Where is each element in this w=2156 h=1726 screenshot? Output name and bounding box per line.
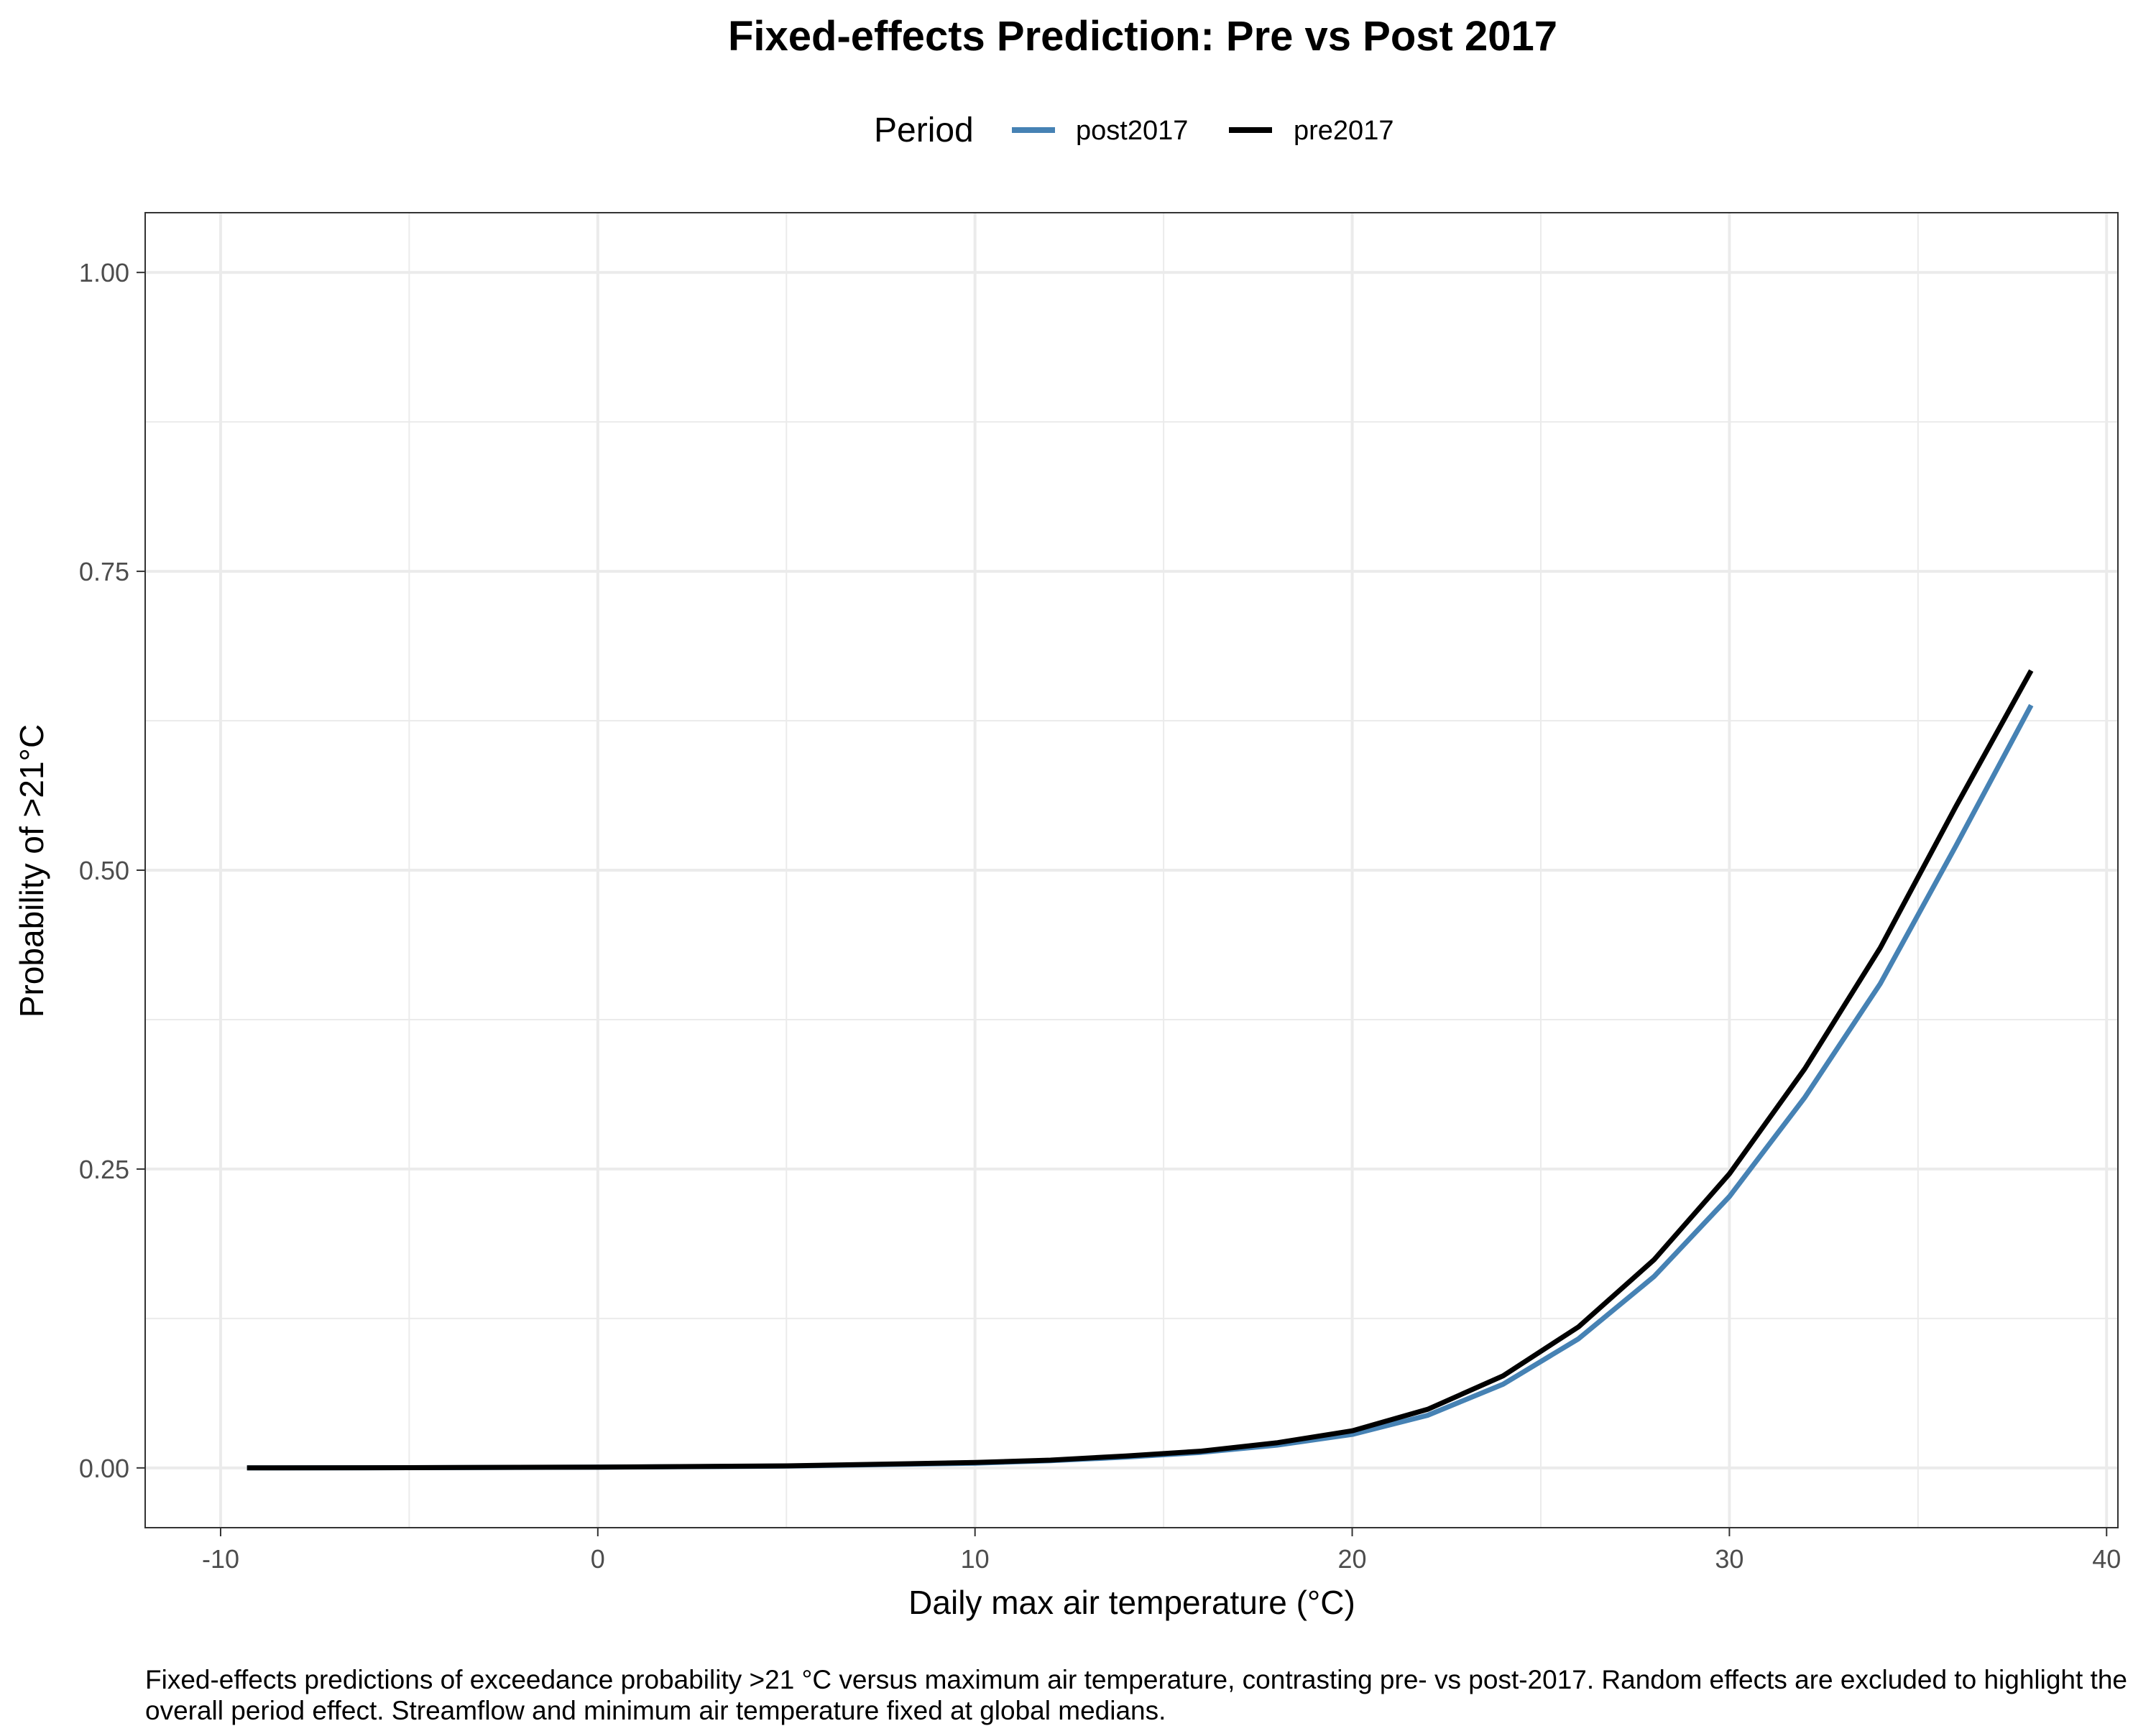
legend-label-post2017: post2017 bbox=[1076, 116, 1188, 146]
y-tick-label: 0.75 bbox=[79, 557, 129, 586]
legend-label-pre2017: pre2017 bbox=[1294, 116, 1393, 146]
y-tick-label: 0.50 bbox=[79, 856, 129, 885]
x-tick-label: 20 bbox=[1338, 1544, 1367, 1574]
series-line-pre2017 bbox=[247, 669, 2034, 1471]
x-tick-label: 30 bbox=[1715, 1544, 1743, 1574]
x-axis-title: Daily max air temperature (°C) bbox=[908, 1584, 1355, 1621]
x-tick-label: 10 bbox=[961, 1544, 990, 1574]
y-tick-label: 1.00 bbox=[79, 258, 129, 287]
x-tick-label: 40 bbox=[2092, 1544, 2121, 1574]
plot-panel bbox=[144, 212, 2119, 1528]
legend: Period post2017 pre2017 bbox=[874, 111, 1393, 149]
y-tick-label: 0.00 bbox=[79, 1454, 129, 1483]
x-tick-label: 0 bbox=[591, 1544, 605, 1574]
y-tick-label: 0.25 bbox=[79, 1155, 129, 1184]
y-axis-title: Probability of >21°C bbox=[13, 724, 50, 1017]
chart-caption: Fixed-effects predictions of exceedance … bbox=[145, 1665, 2127, 1725]
x-axis: -10 0 10 20 30 40 bbox=[202, 1528, 2121, 1574]
y-axis: 0.00 0.25 0.50 0.75 1.00 bbox=[79, 258, 145, 1483]
chart-title: Fixed-effects Prediction: Pre vs Post 20… bbox=[728, 13, 1557, 60]
legend-title: Period bbox=[874, 111, 974, 149]
series-lines bbox=[247, 669, 2034, 1471]
x-tick-label: -10 bbox=[202, 1544, 239, 1574]
